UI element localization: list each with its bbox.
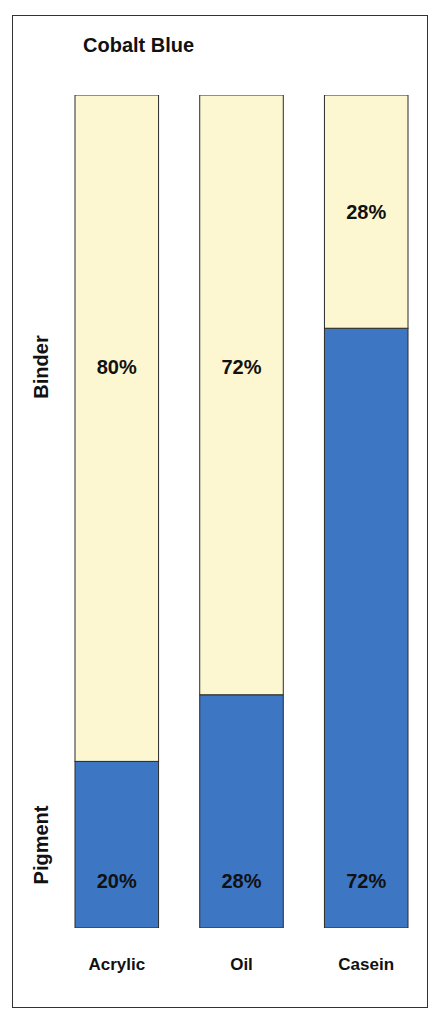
title: Cobalt Blue (83, 34, 194, 56)
data-label: 80% (97, 356, 137, 378)
bar-segment (324, 95, 408, 328)
data-label: 28% (221, 870, 261, 892)
x-tick: Casein (338, 928, 394, 974)
series-labels: Pigment Binder (30, 335, 52, 884)
data-label: 72% (346, 870, 386, 892)
bar-segment (200, 95, 284, 695)
data-labels: 20% 28% 72% 80% 72% 28% (97, 201, 387, 892)
x-tick: Acrylic (88, 928, 145, 974)
x-axis: Acrylic Oil Casein (76, 928, 409, 974)
frame (13, 16, 428, 1008)
data-label: 28% (346, 201, 386, 223)
bars (75, 95, 408, 928)
chart: Cobalt Blue 20% 28% 72% 80% 72% 28% Pigment Bind… (0, 0, 439, 1024)
x-tick-label: Acrylic (88, 955, 145, 974)
data-label: 72% (221, 356, 261, 378)
data-label: 20% (97, 870, 137, 892)
series-label: Binder (30, 335, 52, 399)
x-tick: Oil (230, 928, 253, 974)
bar-segment (75, 761, 159, 928)
x-axis-line (76, 928, 409, 929)
bar-segment (324, 328, 408, 928)
bar-segment (75, 95, 159, 761)
x-tick-label: Oil (230, 955, 253, 974)
series-label: Pigment (30, 805, 52, 884)
bar-segment (200, 695, 284, 928)
x-tick-label: Casein (338, 955, 394, 974)
